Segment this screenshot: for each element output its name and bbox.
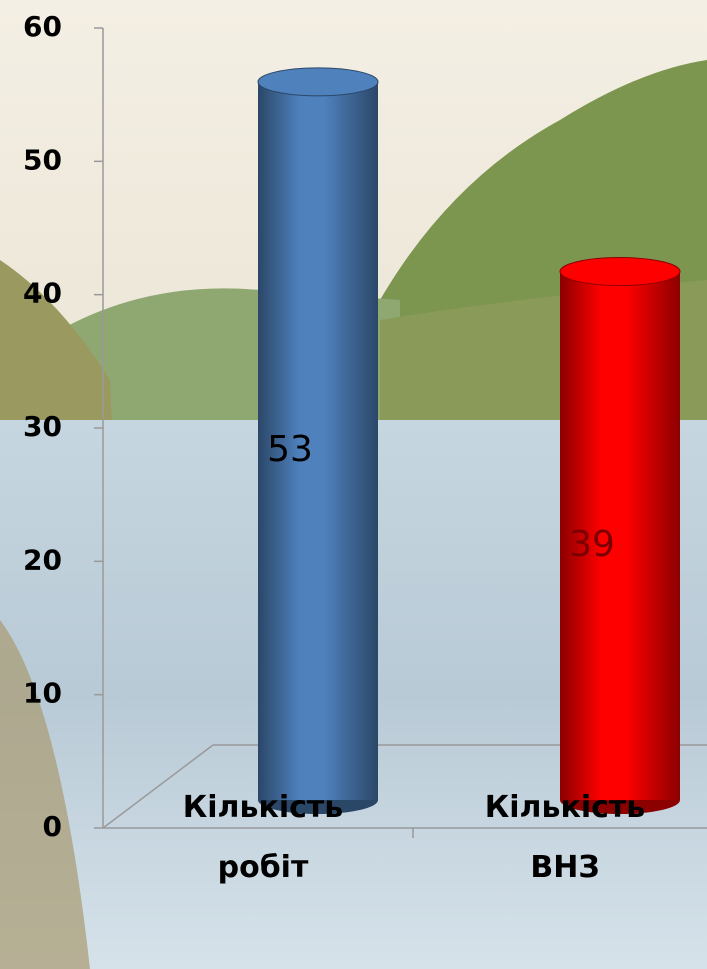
x-tick-label: Кількість робіт <box>182 790 344 885</box>
bar <box>258 81 378 801</box>
value-label: 53 <box>267 429 313 470</box>
y-tick-label: 60 <box>23 10 62 43</box>
y-tick-label: 50 <box>23 143 62 176</box>
bar <box>560 271 680 800</box>
y-tick-label: 40 <box>23 277 62 310</box>
cylinder-top <box>559 257 681 287</box>
bank <box>0 620 90 969</box>
cylinder-top <box>257 67 379 97</box>
x-tick-label: Кількість ВНЗ <box>484 790 646 885</box>
floor-edge <box>102 744 214 829</box>
y-tick-label: 30 <box>23 410 62 443</box>
value-label: 39 <box>569 524 615 565</box>
y-tick-label: 10 <box>23 677 62 710</box>
y-tick-label: 0 <box>43 810 62 843</box>
y-tick-label: 20 <box>23 543 62 576</box>
